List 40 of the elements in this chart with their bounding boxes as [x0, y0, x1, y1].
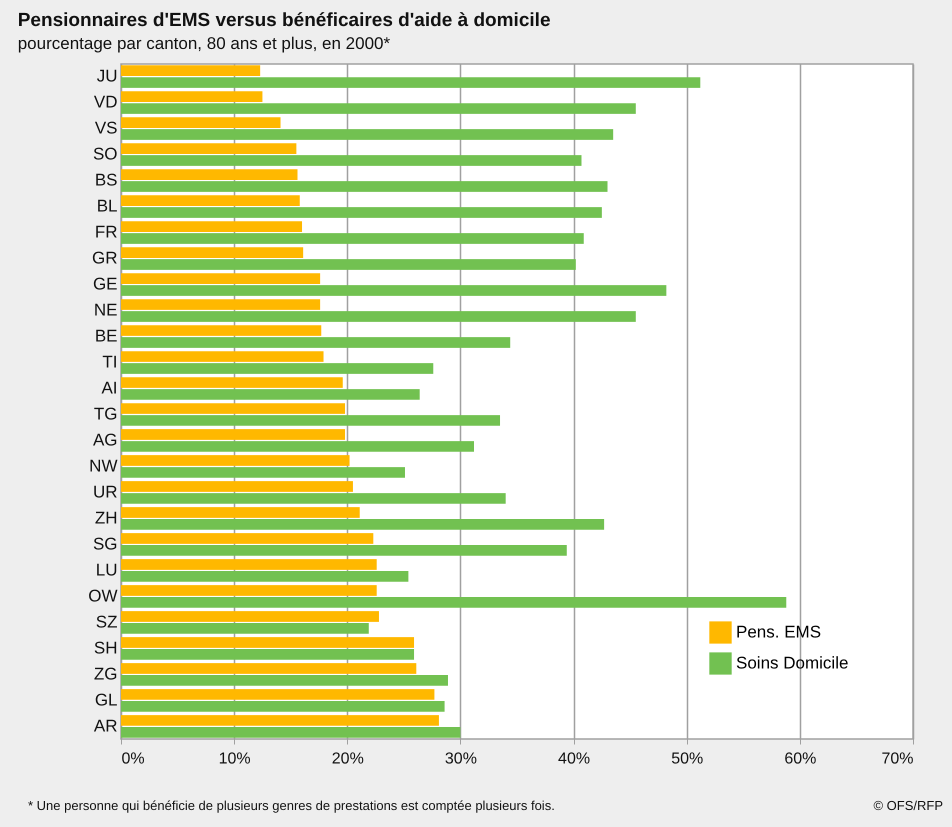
y-tick-label: BL — [96, 196, 118, 216]
y-tick-label: VS — [94, 118, 118, 138]
y-tick-label: GE — [92, 274, 118, 294]
y-tick-label: ZG — [94, 664, 118, 684]
y-tick-label: VD — [94, 92, 118, 112]
x-tick-label: 30% — [444, 750, 477, 768]
y-tick-label: UR — [92, 482, 118, 502]
y-tick-label: NE — [94, 300, 118, 320]
chart-subtitle: pourcentage par canton, 80 ans et plus, en 2000* — [18, 34, 391, 53]
y-tick-label: BS — [94, 170, 118, 190]
y-tick-label: ZH — [94, 508, 118, 528]
text: © OFS/RFP — [873, 798, 943, 813]
x-tick-label: 40% — [558, 750, 590, 768]
x-tick-label: 0% — [122, 750, 145, 768]
y-tick-label: GL — [94, 690, 118, 710]
y-tick-label: OW — [88, 586, 118, 606]
y-tick-label: NW — [89, 456, 118, 476]
y-tick-label: GR — [92, 248, 118, 268]
x-tick-label: 60% — [784, 750, 816, 768]
x-tick-label: 20% — [332, 750, 364, 768]
y-tick-label: AR — [94, 716, 118, 736]
y-tick-label: FR — [94, 222, 118, 242]
chart-title: Pensionnaires d'EMS versus bénéficaires d'aide à domicile — [18, 10, 551, 31]
text: * Une personne qui bénéficie de plusieurs genres de prestations est comptée plusieurs fois. — [28, 798, 555, 813]
y-tick-label: BE — [94, 326, 118, 346]
y-tick-label: SH — [94, 638, 118, 658]
y-tick-label: JU — [96, 66, 118, 86]
legend-label: Pens. EMS — [736, 622, 822, 642]
x-tick-label: 50% — [671, 750, 704, 768]
y-tick-label: AI — [101, 378, 118, 398]
y-tick-label: TI — [102, 352, 118, 372]
y-tick-label: SO — [92, 144, 118, 164]
y-tick-label: SG — [92, 534, 118, 554]
y-tick-label: AG — [92, 430, 118, 450]
x-tick-label: 10% — [218, 750, 251, 768]
x-tick-label: 70% — [881, 750, 914, 768]
y-tick-label: TG — [94, 404, 118, 424]
y-tick-label: SZ — [96, 612, 118, 632]
y-tick-label: LU — [96, 560, 118, 580]
legend-label: Soins Domicile — [736, 654, 848, 672]
